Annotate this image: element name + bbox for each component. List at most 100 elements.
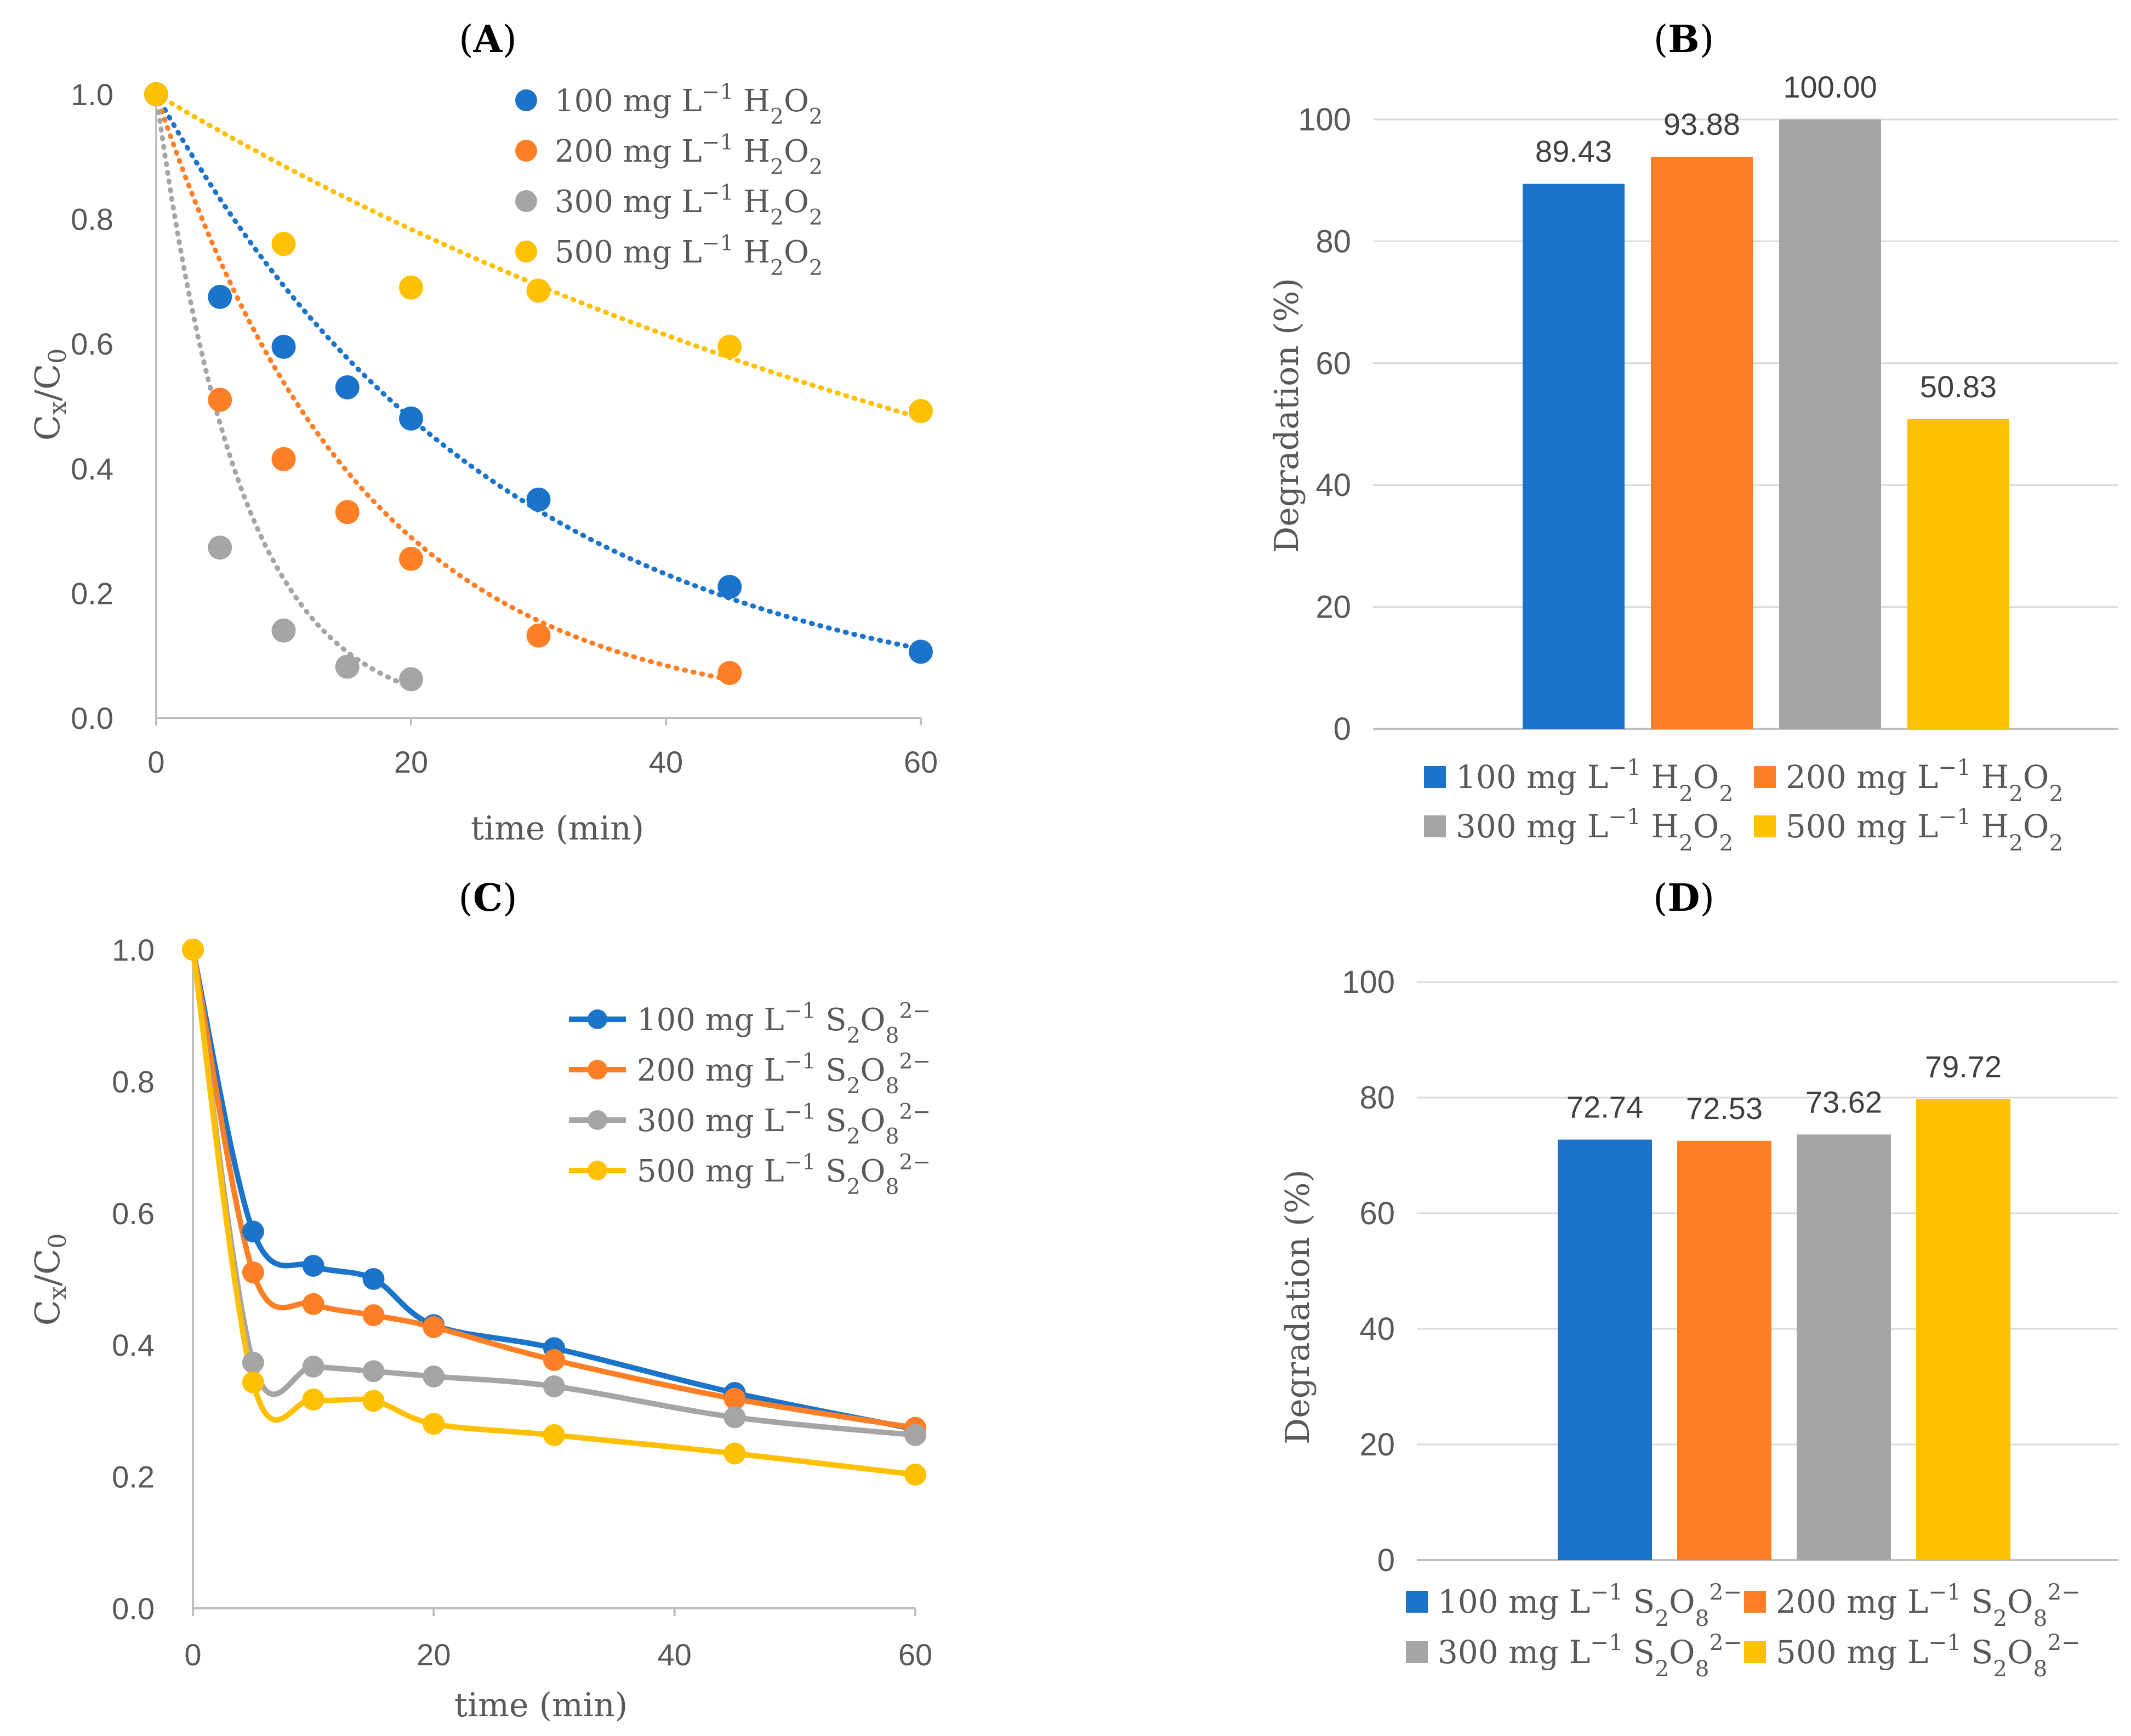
panel-c-legend-label: 500 mg L−1 S2O82− bbox=[637, 1150, 931, 1200]
panel-c-point bbox=[242, 1261, 264, 1283]
panel-a-point bbox=[399, 406, 423, 431]
panel-c-point bbox=[242, 1220, 264, 1243]
panel-c-x-tick-label: 40 bbox=[658, 1637, 692, 1672]
panel-a-x-tick-label: 0 bbox=[147, 745, 164, 779]
panel-b-y-tick-label: 40 bbox=[1315, 467, 1351, 503]
panel-d-y-tick-label: 80 bbox=[1359, 1080, 1395, 1116]
panel-a-point bbox=[208, 535, 232, 560]
panel-c-point bbox=[423, 1316, 445, 1338]
panel-d-legend-label: 500 mg L−1 S2O82− bbox=[1776, 1629, 2080, 1682]
panel-a-trendline-3 bbox=[153, 92, 414, 689]
panel-c-point bbox=[362, 1304, 385, 1327]
panel-a-y-tick-label: 0.0 bbox=[71, 701, 113, 735]
panel-c-x-tick-label: 0 bbox=[184, 1637, 201, 1672]
panel-a-title: (A) bbox=[459, 18, 517, 61]
panel-c-point bbox=[723, 1442, 746, 1465]
panel-c-point bbox=[302, 1293, 324, 1315]
panel-d-legend-swatch bbox=[1406, 1641, 1428, 1663]
panel-a-point bbox=[399, 275, 423, 300]
panel-b-legend-swatch bbox=[1424, 815, 1446, 837]
panel-b-y-tick-label: 80 bbox=[1315, 224, 1351, 259]
panel-c-point bbox=[543, 1375, 565, 1397]
panel-c-legend: 100 mg L−1 S2O82−200 mg L−1 S2O82−300 mg… bbox=[569, 999, 931, 1200]
panel-d-legend-label: 300 mg L−1 S2O82− bbox=[1438, 1629, 1742, 1682]
panel-c-legend-label: 100 mg L−1 S2O82− bbox=[637, 999, 931, 1048]
panel-c-letter: C bbox=[473, 876, 503, 920]
panel-d-bar-chart: (D) 72.74 72.53 73.62 79.72 0 20 40 60 80 100 De… bbox=[1279, 876, 2118, 1682]
panel-c-title: (C) bbox=[458, 876, 517, 920]
panel-d-data-label: 79.72 bbox=[1925, 1049, 2002, 1084]
panel-a-legend-label: 100 mg L−1 H2O2 bbox=[555, 80, 823, 129]
panel-c-legend-marker bbox=[588, 1161, 607, 1180]
panel-a-point bbox=[526, 487, 551, 512]
panel-c-point bbox=[182, 939, 204, 961]
panel-a-legend-label: 500 mg L−1 H2O2 bbox=[555, 231, 823, 281]
panel-c-point bbox=[543, 1424, 565, 1446]
panel-a-legend-marker bbox=[515, 140, 537, 162]
panel-c-point bbox=[362, 1360, 385, 1383]
panel-c-legend-label: 200 mg L−1 S2O82− bbox=[637, 1049, 931, 1099]
panel-a-y-axis-title: Cx/C0 bbox=[27, 349, 72, 441]
panel-a-scatter-chart: (A) 0.0 0.2 0.4 0.6 0.8 1.0 0 20 40 60 time (min… bbox=[27, 18, 938, 848]
panel-c-y-axis-title: Cx/C0 bbox=[27, 1234, 72, 1326]
panel-a-letter: A bbox=[473, 18, 503, 61]
panel-b-title: (B) bbox=[1654, 18, 1714, 61]
panel-b-y-tick-label: 100 bbox=[1298, 102, 1351, 138]
panel-c-point bbox=[242, 1351, 264, 1374]
panel-a-point bbox=[717, 334, 742, 359]
panel-d-legend-swatch bbox=[1406, 1591, 1428, 1613]
panel-c-y-tick-label: 0.0 bbox=[112, 1591, 155, 1626]
panel-b-legend-label: 100 mg L−1 H2O2 bbox=[1456, 754, 1733, 807]
panel-b-legend-label: 500 mg L−1 H2O2 bbox=[1786, 803, 2063, 856]
panel-a-point bbox=[909, 399, 933, 424]
panel-a-point bbox=[208, 387, 232, 412]
panel-b-legend-swatch bbox=[1754, 815, 1776, 837]
panel-b-data-label: 89.43 bbox=[1535, 134, 1612, 169]
panel-a-point bbox=[144, 82, 168, 106]
panel-a-legend-marker bbox=[515, 89, 537, 111]
panel-c-point bbox=[423, 1413, 445, 1435]
panel-b-legend: 100 mg L−1 H2O2 200 mg L−1 H2O2 300 mg L−1… bbox=[1424, 754, 2063, 856]
panel-a-point bbox=[335, 654, 360, 679]
panel-a-y-tick-label: 0.4 bbox=[71, 452, 113, 486]
panel-c-x-tick-label: 20 bbox=[417, 1637, 451, 1672]
panel-d-legend-swatch bbox=[1744, 1591, 1766, 1613]
panel-d-legend-swatch bbox=[1744, 1641, 1766, 1663]
panel-c-x-axis-title: time (min) bbox=[454, 1686, 628, 1724]
panel-a-point bbox=[271, 334, 296, 359]
panel-c-legend-marker bbox=[588, 1110, 607, 1130]
panel-c-point bbox=[302, 1355, 324, 1378]
panel-c-y-tick-label: 1.0 bbox=[112, 933, 155, 967]
panel-a-x-tick-label: 40 bbox=[649, 745, 683, 779]
panel-c-y-tick-label: 0.6 bbox=[112, 1196, 155, 1231]
panel-c-point bbox=[302, 1254, 324, 1277]
panel-c-point bbox=[302, 1388, 324, 1410]
panel-c-point bbox=[904, 1424, 926, 1446]
panel-d-y-tick-label: 60 bbox=[1359, 1196, 1395, 1231]
panel-d-bar bbox=[1677, 1140, 1771, 1560]
panel-a-x-axis-title: time (min) bbox=[471, 809, 644, 848]
panel-c-y-tick-label: 0.8 bbox=[112, 1064, 155, 1099]
panel-b-bar bbox=[1651, 157, 1753, 729]
panel-a-point bbox=[271, 232, 296, 256]
panel-b-legend-label: 300 mg L−1 H2O2 bbox=[1456, 803, 1733, 856]
panel-a-legend-label: 200 mg L−1 H2O2 bbox=[555, 130, 823, 180]
panel-d-y-tick-label: 40 bbox=[1359, 1311, 1395, 1347]
panel-d-letter: D bbox=[1668, 876, 1700, 920]
panel-a-y-tick-label: 1.0 bbox=[71, 77, 113, 112]
panel-a-point bbox=[271, 447, 296, 471]
panel-b-bar-chart: (B) 89.43 93.88 100.00 50.83 0 20 40 60 80 100 D… bbox=[1268, 18, 2118, 856]
panel-a-legend-marker bbox=[515, 190, 537, 212]
panel-c-point bbox=[543, 1349, 565, 1371]
panel-b-data-label: 50.83 bbox=[1920, 369, 1997, 404]
panel-a-x-tick-label: 20 bbox=[394, 745, 428, 779]
panel-d-legend-label: 100 mg L−1 S2O82− bbox=[1438, 1579, 1742, 1631]
panel-d-y-axis-title: Degradation (%) bbox=[1279, 1169, 1317, 1444]
panel-a-y-tick-label: 0.6 bbox=[71, 327, 113, 361]
panel-a-point bbox=[717, 575, 742, 599]
panel-a-x-tick-label: 60 bbox=[904, 745, 938, 779]
panel-d-y-tick-label: 0 bbox=[1377, 1543, 1395, 1578]
panel-c-y-tick-label: 0.2 bbox=[112, 1460, 155, 1494]
